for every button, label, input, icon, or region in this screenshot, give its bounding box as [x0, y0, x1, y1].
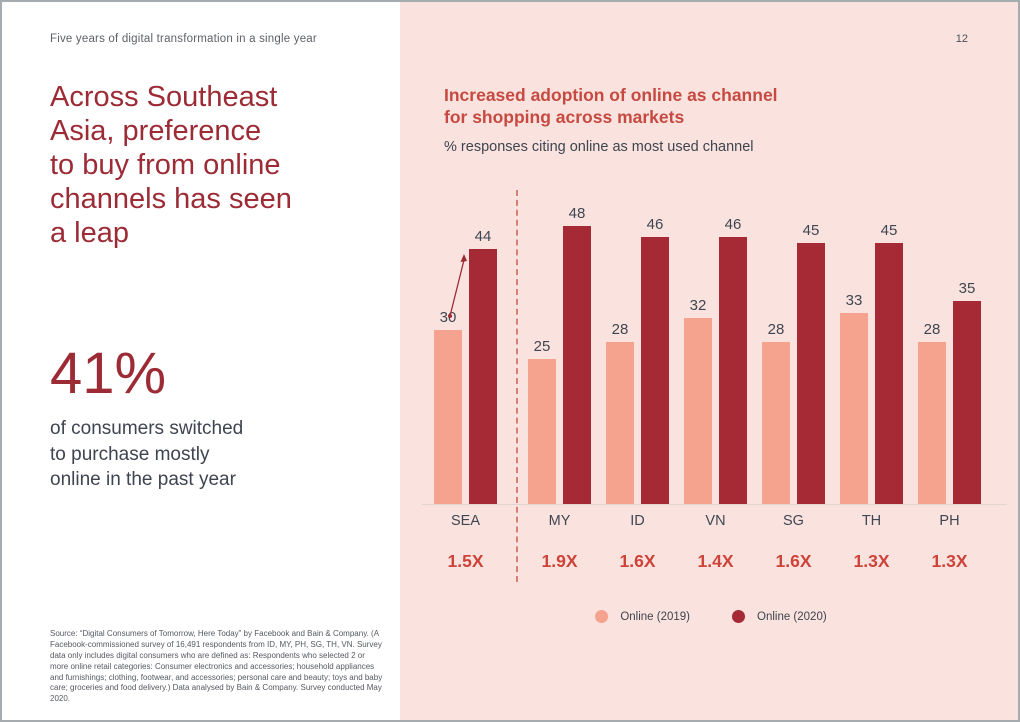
bar-pair: 25 48: [528, 192, 591, 504]
chart-baseline: [422, 504, 1007, 505]
bar-pair: 28 46: [606, 192, 669, 504]
multiplier-label: 1.5X: [447, 551, 484, 571]
category-label: ID: [630, 513, 645, 529]
bar-2020: [641, 237, 669, 504]
bar-wrap: 25: [528, 192, 556, 504]
category-label: TH: [861, 513, 882, 529]
chart-subtitle: % responses citing online as most used c…: [444, 139, 754, 155]
chart-group-sg: 28 45 SG 1.6X: [762, 192, 825, 572]
stat-description: of consumers switched to purchase mostly…: [50, 418, 244, 490]
bar-2019: [918, 342, 946, 504]
category-label: SG: [783, 513, 804, 529]
bar-2020: [953, 301, 981, 504]
bar-2019: [840, 313, 868, 504]
bar-wrap: 33: [840, 192, 868, 504]
category-label: PH: [939, 513, 960, 529]
multiplier-label: 1.9X: [541, 551, 578, 571]
bar-value-label: 45: [802, 222, 820, 239]
bar-wrap: 44: [469, 192, 497, 504]
legend-label: Online (2020): [757, 610, 827, 623]
bar-value-label: 28: [923, 321, 941, 338]
bar-pair: 28 45: [762, 192, 825, 504]
chart-group-th: 33 45 TH 1.3X: [840, 192, 903, 572]
sea-separator-dashed-line: [516, 190, 518, 582]
bar-2019: [762, 342, 790, 504]
bar-value-label: 33: [845, 292, 863, 309]
multiplier-label: 1.6X: [775, 551, 812, 571]
legend-dot-icon: [595, 610, 609, 623]
bar-2020: [469, 249, 497, 504]
increase-arrow: [448, 254, 467, 318]
bar-chart: 30 44 SEA 1.5X 25 48 MY 1.9X 28 46 ID 1.6X 32 46 VN 1.4…: [422, 190, 1007, 584]
bar-wrap: 28: [762, 192, 790, 504]
chart-group-my: 25 48 MY 1.9X: [528, 192, 591, 572]
bar-wrap: 35: [953, 192, 981, 504]
chart-panel-content: Increased adoption of online as channel …: [400, 2, 1018, 720]
bar-wrap: 28: [606, 192, 634, 504]
chart-group-vn: 32 46 VN 1.4X: [684, 192, 747, 572]
bar-value-label: 32: [689, 297, 707, 314]
bar-value-label: 28: [767, 321, 785, 338]
eyebrow-text: Five years of digital transformation in …: [50, 33, 317, 45]
chart-group-id: 28 46 ID 1.6X: [606, 192, 669, 572]
multiplier-label: 1.3X: [853, 551, 890, 571]
bar-value-label: 45: [880, 222, 898, 239]
bar-2019: [434, 330, 462, 504]
bar-wrap: 45: [797, 192, 825, 504]
bar-value-label: 30: [439, 309, 457, 326]
bar-wrap: 46: [641, 192, 669, 504]
bar-2019: [606, 342, 634, 504]
bar-wrap: 28: [918, 192, 946, 504]
multiplier-label: 1.4X: [697, 551, 734, 571]
legend-item: Online (2019): [595, 610, 690, 623]
stat-value: 41%: [50, 341, 167, 406]
page-number: 12: [955, 33, 968, 45]
bar-2020: [797, 243, 825, 504]
bar-2020: [719, 237, 747, 504]
bar-value-label: 46: [724, 216, 742, 233]
bar-value-label: 28: [611, 321, 629, 338]
legend-item: Online (2020): [732, 610, 827, 623]
source-note: Source: “Digital Consumers of Tomorrow, …: [50, 629, 383, 704]
bar-wrap: 48: [563, 192, 591, 504]
bar-wrap: 30: [434, 192, 462, 504]
bar-value-label: 25: [533, 338, 551, 355]
legend-dot-icon: [732, 610, 745, 623]
bar-value-label: 48: [568, 205, 586, 222]
category-label: VN: [705, 513, 726, 529]
bar-value-label: 44: [474, 228, 492, 245]
bar-pair: 30 44: [434, 192, 497, 504]
bar-pair: 32 46: [684, 192, 747, 504]
headline: Across Southeast Asia, preference to buy…: [50, 81, 292, 249]
bar-2020: [875, 243, 903, 504]
bar-2019: [684, 318, 712, 504]
category-label: MY: [548, 513, 571, 529]
multiplier-label: 1.3X: [931, 551, 968, 571]
chart-group-sea: 30 44 SEA 1.5X: [434, 192, 497, 572]
bar-value-label: 35: [958, 280, 976, 297]
bar-value-label: 46: [646, 216, 664, 233]
stat-block: 41% of consumers switched to purchase mo…: [50, 344, 380, 493]
bar-pair: 33 45: [840, 192, 903, 504]
chart-title: Increased adoption of online as channel …: [444, 85, 778, 127]
bar-wrap: 46: [719, 192, 747, 504]
bar-wrap: 32: [684, 192, 712, 504]
bar-pair: 28 35: [918, 192, 981, 504]
chart-group-ph: 28 35 PH 1.3X: [918, 192, 981, 572]
legend-label: Online (2019): [620, 610, 690, 623]
chart-legend: Online (2019) Online (2020): [400, 610, 1018, 623]
multiplier-label: 1.6X: [619, 551, 656, 571]
category-label: SEA: [450, 513, 480, 529]
bar-wrap: 45: [875, 192, 903, 504]
bar-2020: [563, 226, 591, 504]
bar-2019: [528, 359, 556, 504]
